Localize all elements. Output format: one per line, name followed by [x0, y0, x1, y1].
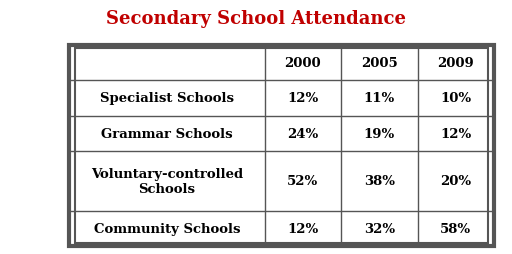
Text: Specialist Schools: Specialist Schools [100, 92, 234, 105]
Text: 12%: 12% [287, 222, 318, 235]
Text: 2000: 2000 [285, 57, 321, 70]
Text: 32%: 32% [364, 222, 395, 235]
Text: 11%: 11% [364, 92, 395, 105]
Text: 10%: 10% [440, 92, 472, 105]
Text: 58%: 58% [440, 222, 472, 235]
Text: 2005: 2005 [361, 57, 398, 70]
Text: Secondary School Attendance: Secondary School Attendance [106, 10, 406, 28]
Text: 52%: 52% [287, 175, 318, 188]
Text: 38%: 38% [364, 175, 395, 188]
Text: 20%: 20% [440, 175, 472, 188]
Text: 19%: 19% [364, 127, 395, 140]
Text: Voluntary-controlled
Schools: Voluntary-controlled Schools [91, 167, 243, 195]
Text: Community Schools: Community Schools [94, 222, 240, 235]
Text: Grammar Schools: Grammar Schools [101, 127, 232, 140]
Text: 12%: 12% [440, 127, 472, 140]
Text: 24%: 24% [287, 127, 318, 140]
Text: 2009: 2009 [437, 57, 474, 70]
Text: 12%: 12% [287, 92, 318, 105]
